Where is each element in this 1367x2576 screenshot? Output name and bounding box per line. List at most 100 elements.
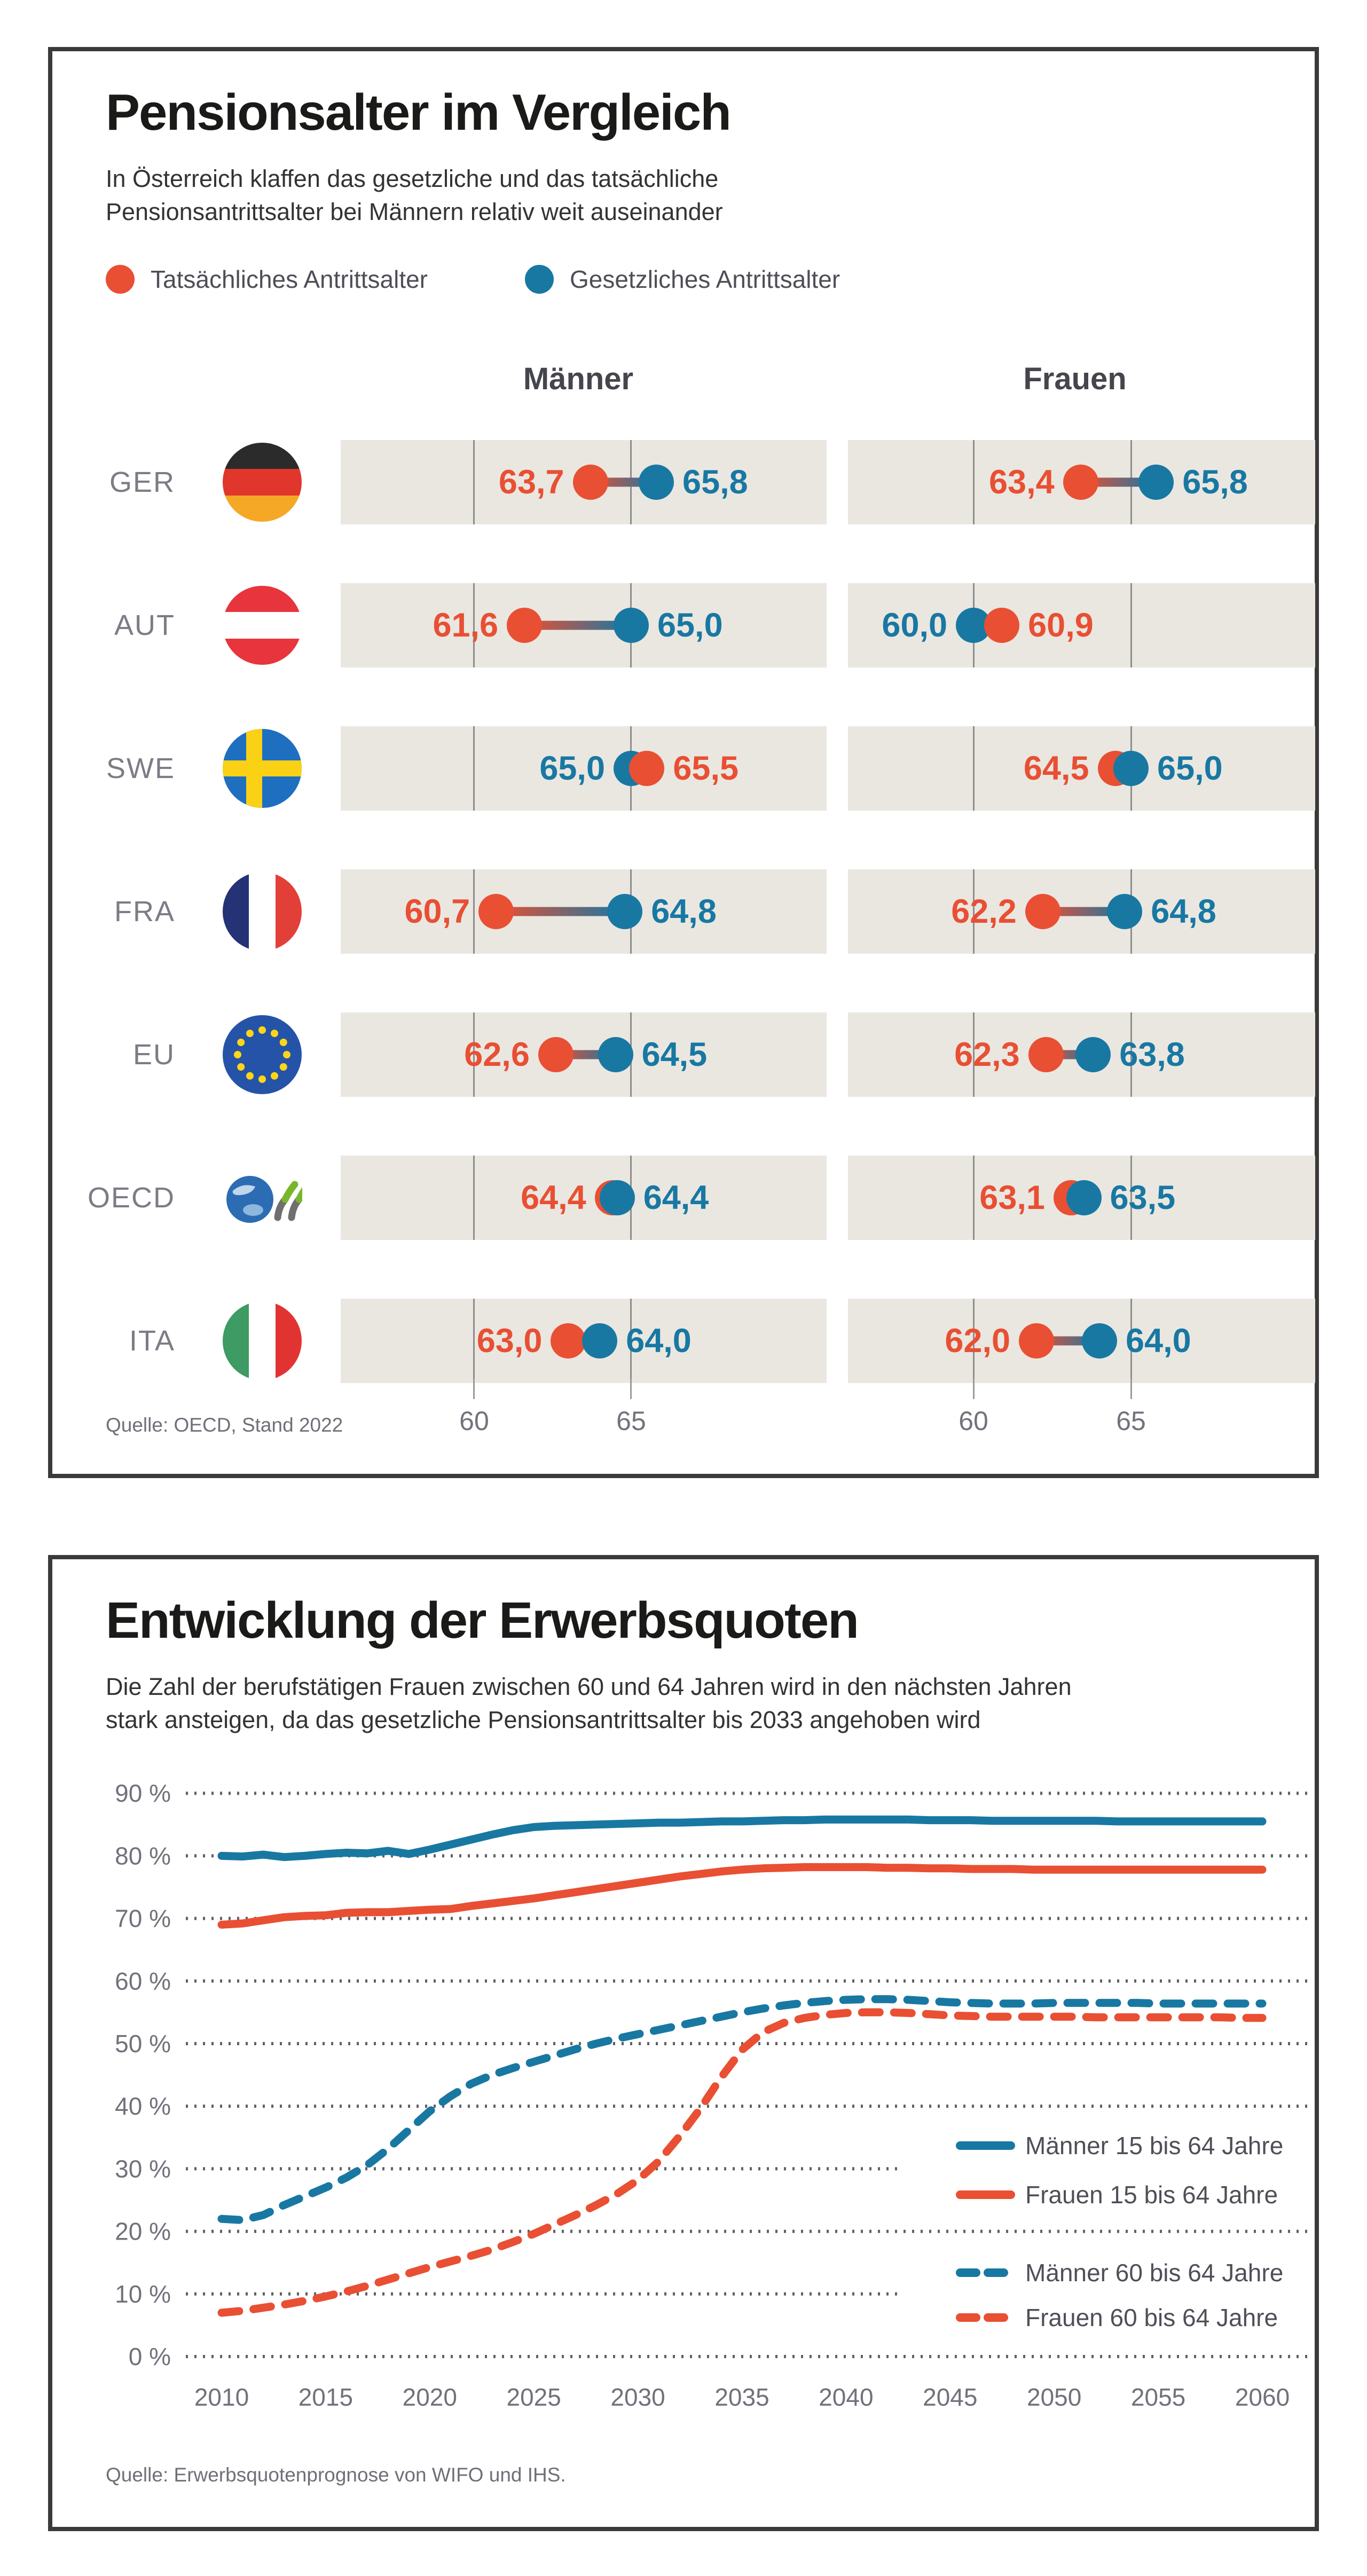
y-axis-label-90: 90 % <box>115 1779 171 1807</box>
actual-value-label: 63,7 <box>498 464 564 501</box>
legal-value-label: 64,5 <box>641 1036 708 1073</box>
frauen-panel-band: 62,2 64,8 <box>848 869 1315 954</box>
x-axis-label-2055: 2055 <box>1131 2383 1185 2411</box>
frauen-panel-band: 60,0 60,9 <box>848 583 1315 667</box>
frauen-panel-band: 63,4 65,8 <box>848 440 1315 524</box>
maenner-panel-band: 62,6 64,5 <box>341 1012 827 1097</box>
legal-dot <box>1066 1180 1102 1215</box>
x-axis-label-2035: 2035 <box>714 2383 769 2411</box>
country-row-FRA: FRA 60,7 64,8 62,2 64,8 <box>52 869 1315 954</box>
legal-dot <box>1075 1037 1111 1072</box>
country-code-label: SWE <box>106 752 175 784</box>
legend-item-actual: Tatsächliches Antrittsalter <box>106 264 428 295</box>
legal-dot <box>613 608 649 643</box>
y-axis-label-60: 60 % <box>115 1967 171 1995</box>
actual-legend-dot-icon <box>106 265 135 294</box>
actual-value-label: 62,6 <box>464 1036 530 1073</box>
legal-value-label: 64,4 <box>643 1179 709 1216</box>
actual-value-label: 64,4 <box>521 1179 586 1216</box>
age-axis-tick-60 <box>972 1379 975 1399</box>
x-axis-label-2030: 2030 <box>610 2383 665 2411</box>
actual-value-label: 63,4 <box>989 464 1055 501</box>
age-axis-tick-65 <box>1130 1379 1132 1399</box>
card2-subtitle-line1: Die Zahl der berufstätigen Frauen zwisch… <box>106 1673 1072 1700</box>
country-row-AUT: AUT 61,6 65,0 60,0 60,9 <box>52 583 1315 667</box>
age-axis-label-65: 65 <box>1116 1406 1146 1436</box>
legal-value-label: 65,0 <box>657 607 723 644</box>
maenner-panel-band: 60,7 64,8 <box>341 869 827 954</box>
legend-label-0: Männer 15 bis 64 Jahre <box>1025 2132 1283 2159</box>
age-gridline-60 <box>972 1299 975 1383</box>
age-gridline-60 <box>972 726 975 811</box>
age-axis-label-60: 60 <box>959 1406 988 1436</box>
x-axis-label-2025: 2025 <box>507 2383 561 2411</box>
x-axis-label-2060: 2060 <box>1235 2383 1290 2411</box>
legend-item-legal: Gesetzliches Antrittsalter <box>525 264 840 295</box>
maenner-panel-band: 64,4 64,4 <box>341 1156 827 1240</box>
legend-label-3: Frauen 60 bis 64 Jahre <box>1025 2304 1278 2331</box>
country-code-label: AUT <box>114 609 175 641</box>
flag-fra-icon <box>222 871 302 952</box>
maenner-panel-band: 65,0 65,5 <box>341 726 827 811</box>
country-row-GER: GER 63,7 65,8 63,4 65,8 <box>52 440 1315 524</box>
maenner-panel-band: 63,0 64,0 <box>341 1299 827 1383</box>
column-header-maenner: Männer <box>523 362 634 396</box>
dumbbell-connector <box>1042 907 1125 916</box>
legal-dot <box>1113 751 1149 786</box>
maenner-panel-band: 61,6 65,0 <box>341 583 827 667</box>
y-axis-label-40: 40 % <box>115 2092 171 2120</box>
flag-ger-icon <box>222 442 302 522</box>
card2-title: Entwicklung der Erwerbsquoten <box>106 1592 859 1649</box>
legal-value-label: 65,0 <box>1157 750 1223 787</box>
country-code-label: OECD <box>87 1182 175 1214</box>
legal-legend-dot-icon <box>525 265 554 294</box>
country-code-label: GER <box>109 466 175 498</box>
legal-value-label: 64,8 <box>1151 893 1216 930</box>
actual-value-label: 63,1 <box>979 1179 1045 1216</box>
legal-dot <box>598 1037 633 1072</box>
actual-value-label: 61,6 <box>433 607 499 644</box>
actual-value-label: 62,0 <box>945 1322 1011 1360</box>
y-axis-label-70: 70 % <box>115 1905 171 1933</box>
card1-source: Quelle: OECD, Stand 2022 <box>106 1414 343 1436</box>
legal-dot <box>582 1323 618 1358</box>
country-code-label: FRA <box>114 896 175 928</box>
y-axis-label-20: 20 % <box>115 2218 171 2245</box>
age-axis-tick-60 <box>473 1379 475 1399</box>
legal-dot <box>607 894 643 929</box>
legal-value-label: 63,5 <box>1110 1179 1176 1216</box>
pension-age-comparison-card: Pensionsalter im Vergleich In Österreich… <box>48 47 1319 1478</box>
frauen-panel-band: 64,5 65,0 <box>848 726 1315 811</box>
age-axis-label-60: 60 <box>459 1406 489 1436</box>
legend-label-2: Männer 60 bis 64 Jahre <box>1025 2259 1283 2287</box>
y-axis-label-80: 80 % <box>115 1842 171 1870</box>
legal-dot <box>1138 465 1174 500</box>
age-axis-label-65: 65 <box>616 1406 646 1436</box>
actual-value-label: 64,5 <box>1023 750 1089 787</box>
x-axis-label-2010: 2010 <box>194 2383 249 2411</box>
dumbbell-connector <box>524 621 631 630</box>
dumbbell-connector <box>1080 477 1157 487</box>
x-axis-label-2050: 2050 <box>1027 2383 1081 2411</box>
legal-value-label: 65,8 <box>1182 464 1248 501</box>
x-axis-label-2045: 2045 <box>923 2383 977 2411</box>
actual-value-label: 60,9 <box>1028 607 1094 644</box>
y-axis-label-10: 10 % <box>115 2280 171 2308</box>
card2-source: Quelle: Erwerbsquotenprognose von WIFO u… <box>106 2464 566 2486</box>
actual-value-label: 65,5 <box>673 750 739 787</box>
actual-dot <box>1019 1323 1055 1358</box>
series-line-0 <box>217 1815 1267 1862</box>
legal-value-label: 64,0 <box>626 1322 692 1360</box>
legal-dot <box>639 465 674 500</box>
country-code-label: EU <box>132 1039 175 1071</box>
actual-dot <box>629 751 665 786</box>
actual-dot <box>1028 1037 1064 1072</box>
legal-value-label: 64,8 <box>651 893 717 930</box>
actual-dot <box>984 608 1020 643</box>
legal-legend-label: Gesetzliches Antrittsalter <box>570 265 840 293</box>
legal-dot <box>599 1180 635 1215</box>
age-gridline-60 <box>972 1156 975 1240</box>
actual-dot <box>1063 465 1098 500</box>
age-gridline-60 <box>473 1012 475 1097</box>
